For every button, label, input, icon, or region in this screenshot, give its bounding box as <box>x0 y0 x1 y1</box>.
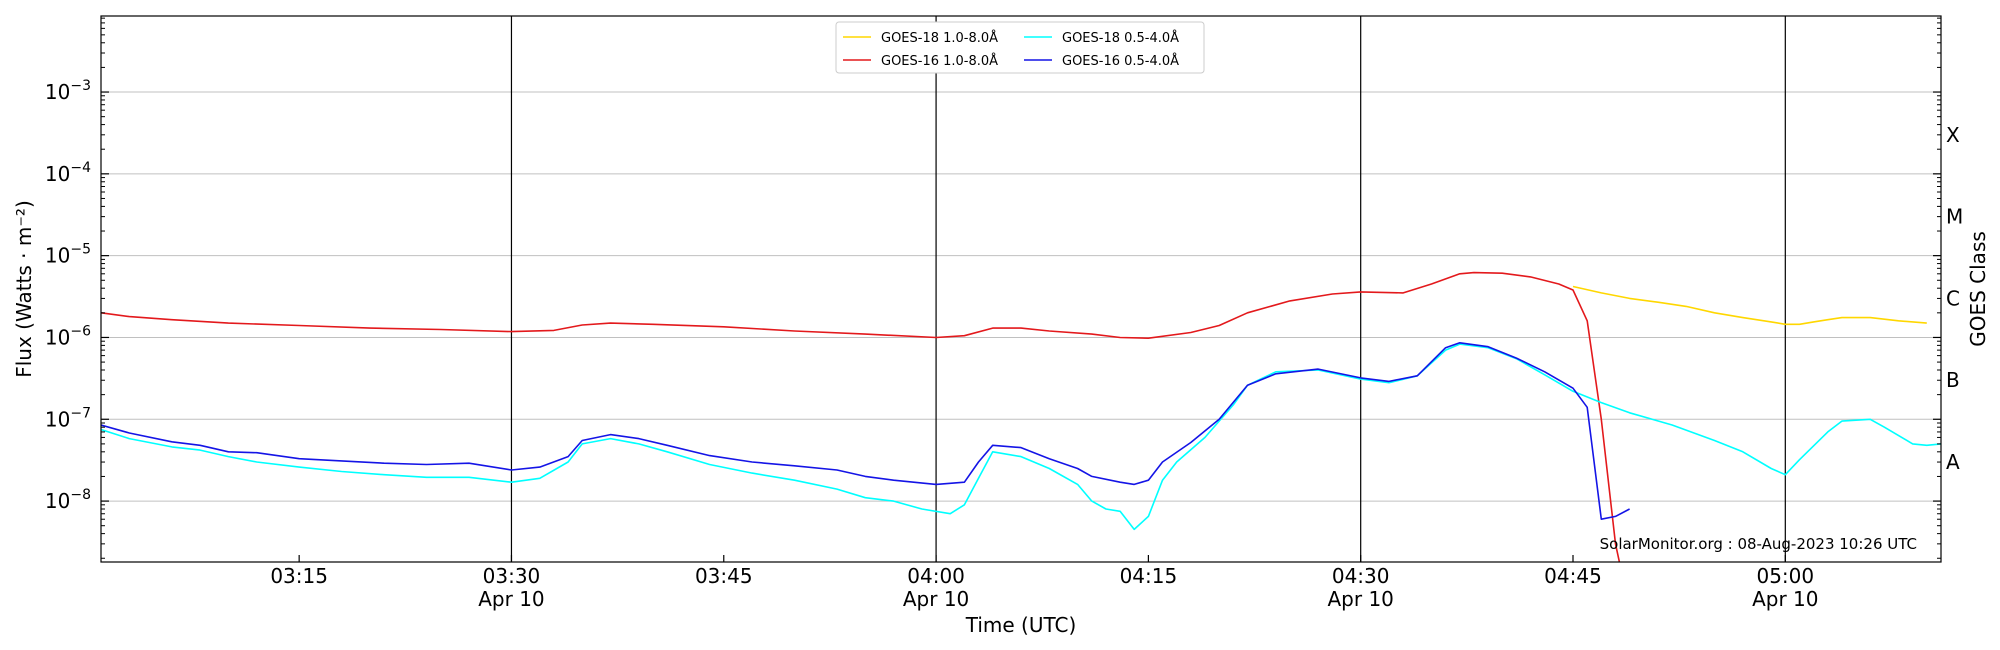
series-line-3 <box>101 341 1630 521</box>
credit-text: SolarMonitor.org : 08-Aug-2023 10:26 UTC <box>1600 535 1917 553</box>
legend-label-2: GOES-18 0.5-4.0Å <box>1062 30 1179 46</box>
goes-class-a: A <box>1946 450 1960 474</box>
goes-class-x: X <box>1946 123 1960 147</box>
x-tick-label-7: 05:00 <box>1756 564 1814 588</box>
y-tick-label-2: 10−6 <box>45 323 91 349</box>
x-tick-date-1: Apr 10 <box>478 587 544 611</box>
y-tick-label-1: 10−7 <box>45 405 91 431</box>
legend-label-1: GOES-16 1.0-8.0Å <box>881 53 998 69</box>
plot-frame <box>100 15 1942 563</box>
x-tick-date-7: Apr 10 <box>1752 587 1818 611</box>
x-tick-label-4: 04:15 <box>1120 564 1178 588</box>
goes-class-labels: A B C M X <box>1946 123 1963 474</box>
x-tick-label-5: 04:30 <box>1332 564 1390 588</box>
series-line-2 <box>101 343 1941 531</box>
y-tick-label-0: 10−8 <box>45 487 91 513</box>
x-tick-label-1: 03:30 <box>483 564 541 588</box>
x-axis-title: Time (UTC) <box>965 613 1077 637</box>
x-tick-label-3: 04:00 <box>907 564 965 588</box>
y2-axis-title: GOES Class <box>1966 231 1990 347</box>
series-lines <box>101 271 1941 562</box>
vertical-date-lines <box>510 16 1786 562</box>
series-line-1 <box>101 271 1621 562</box>
x-tick-date-3: Apr 10 <box>903 587 969 611</box>
series-line-0 <box>1572 285 1927 326</box>
x-tick-label-6: 04:45 <box>1544 564 1602 588</box>
goes-class-m: M <box>1946 205 1963 229</box>
y-axis-ticks: 10−8 10−7 10−6 10−5 10−4 10−3 <box>45 17 1941 559</box>
goes-class-b: B <box>1946 368 1960 392</box>
y-tick-label-4: 10−4 <box>45 160 91 186</box>
goes-class-c: C <box>1946 286 1960 310</box>
legend-label-3: GOES-16 0.5-4.0Å <box>1062 53 1179 69</box>
y-tick-label-5: 10−3 <box>45 78 91 104</box>
legend-box <box>835 21 1205 74</box>
x-tick-label-2: 03:45 <box>695 564 753 588</box>
horizontal-gridlines <box>101 91 1941 502</box>
x-tick-label-0: 03:15 <box>270 564 328 588</box>
y-tick-label-3: 10−5 <box>45 242 91 268</box>
legend: GOES-18 1.0-8.0Å GOES-18 0.5-4.0Å GOES-16 … <box>835 21 1205 74</box>
y-axis-title: Flux (Watts · m⁻²) <box>12 200 36 378</box>
legend-label-0: GOES-18 1.0-8.0Å <box>881 30 998 46</box>
x-tick-date-5: Apr 10 <box>1327 587 1393 611</box>
